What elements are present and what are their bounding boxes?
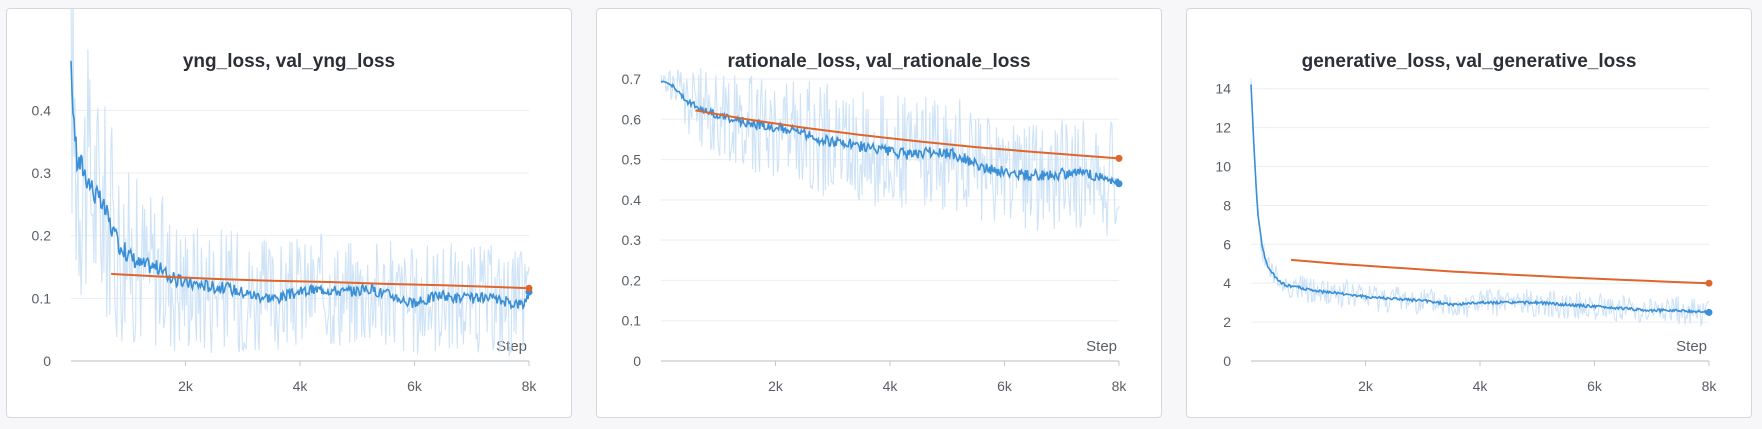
x-tick-label: 8k <box>1112 378 1128 394</box>
chart-plot[interactable]: 0 0.1 0.2 0.3 0.4 0.5 0.6 0.7 2k 4k 6k 8k Step <box>597 9 1163 419</box>
x-tick-label: 8k <box>522 378 538 394</box>
series-line-raw <box>70 9 530 357</box>
y-tick-label: 8 <box>1223 197 1231 213</box>
y-tick-label: 6 <box>1223 236 1231 252</box>
series-line-val[interactable] <box>695 109 1120 160</box>
series-end-point <box>525 284 533 292</box>
y-tick-label: 0.3 <box>622 232 642 248</box>
chart-title: yng_loss, val_yng_loss <box>182 51 396 72</box>
x-tick-label: 6k <box>997 378 1013 394</box>
chart-plot[interactable]: 0 2 4 6 8 10 12 14 2k 4k 6k 8k Step <box>1187 9 1753 419</box>
chart-title: generative_loss, val_generative_loss <box>1301 51 1637 72</box>
series-line-val[interactable] <box>1291 258 1710 285</box>
y-tick-label: 0 <box>1223 353 1231 369</box>
x-axis-label: Step <box>1676 338 1707 355</box>
x-tick-label: 4k <box>293 378 309 394</box>
y-tick-label: 0.2 <box>622 272 642 288</box>
chart-panel-rationale-loss: rationale_loss, val_rationale_loss 0 0.1 0… <box>596 8 1162 418</box>
chart-panel-yng-loss: yng_loss, val_yng_loss 0 0.1 0.2 0.3 0.4 2k 4k… <box>6 8 572 418</box>
y-tick-label: 4 <box>1223 275 1231 291</box>
y-tick-label: 0.4 <box>32 102 52 118</box>
x-axis-label: Step <box>1086 338 1117 355</box>
x-tick-label: 2k <box>178 378 194 394</box>
y-tick-label: 10 <box>1215 159 1231 175</box>
chart-title: rationale_loss, val_rationale_loss <box>727 51 1031 72</box>
y-tick-label: 0 <box>633 353 641 369</box>
series-end-point <box>1705 279 1713 287</box>
y-tick-label: 0.7 <box>622 71 642 87</box>
y-tick-label: 12 <box>1215 120 1231 136</box>
y-tick-label: 0.6 <box>622 111 642 127</box>
x-tick-label: 2k <box>1358 378 1374 394</box>
series-line-val[interactable] <box>111 272 530 290</box>
series-end-point <box>1115 154 1123 162</box>
y-tick-label: 0.2 <box>32 228 52 244</box>
x-tick-label: 6k <box>407 378 423 394</box>
y-tick-label: 0 <box>43 353 51 369</box>
chart-panel-generative-loss: generative_loss, val_generative_loss 0 2 4… <box>1186 8 1752 418</box>
y-tick-label: 0.5 <box>622 152 642 168</box>
series-end-point <box>1705 308 1713 316</box>
x-tick-label: 8k <box>1702 378 1718 394</box>
series-line[interactable] <box>1250 84 1710 315</box>
series-line-raw <box>1250 78 1710 328</box>
x-tick-label: 2k <box>768 378 784 394</box>
series-line-raw <box>660 68 1120 236</box>
y-tick-label: 0.3 <box>32 165 52 181</box>
y-tick-label: 2 <box>1223 314 1231 330</box>
y-tick-label: 0.4 <box>622 192 642 208</box>
y-tick-label: 0.1 <box>32 290 52 306</box>
series-line[interactable] <box>70 60 530 311</box>
series-end-point <box>1115 180 1123 188</box>
x-tick-label: 4k <box>883 378 899 394</box>
x-tick-label: 4k <box>1473 378 1489 394</box>
y-tick-label: 14 <box>1215 81 1231 97</box>
x-tick-label: 6k <box>1587 378 1603 394</box>
y-tick-label: 0.1 <box>622 313 642 329</box>
